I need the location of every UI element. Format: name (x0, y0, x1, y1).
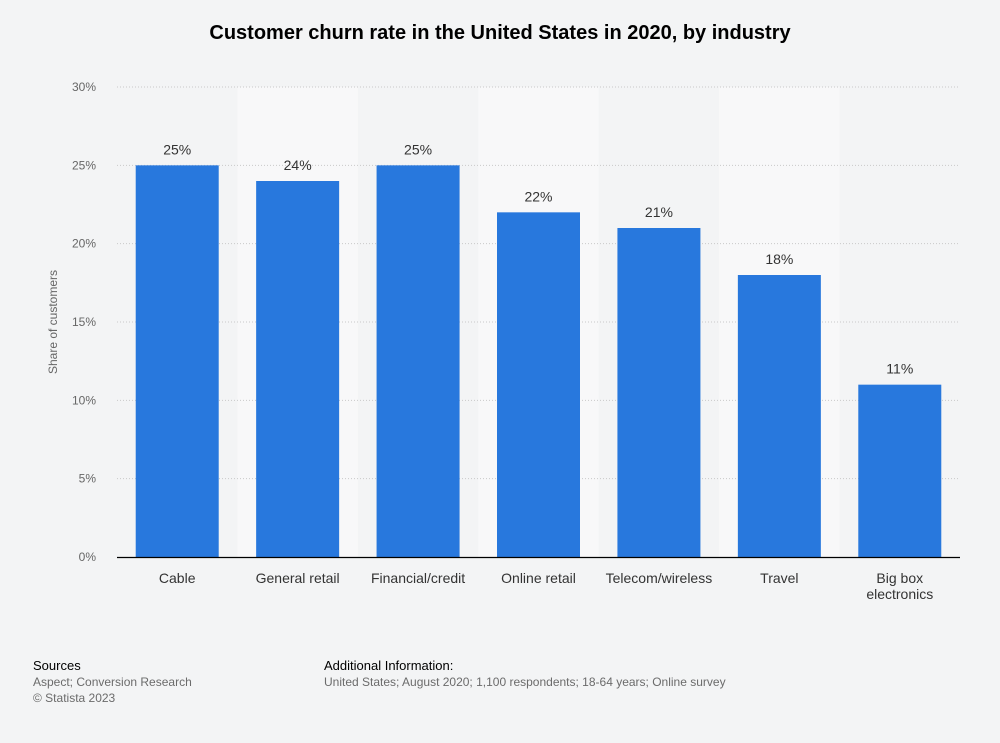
sources-text: Aspect; Conversion Research (33, 675, 192, 689)
y-tick-label: 15% (72, 315, 96, 329)
y-tick-label: 10% (72, 393, 96, 407)
y-tick-label: 20% (72, 237, 96, 251)
bar (497, 212, 580, 558)
bar (858, 384, 942, 557)
y-tick-label: 25% (72, 158, 96, 172)
data-label: 11% (886, 361, 913, 377)
y-tick-label: 0% (79, 550, 97, 564)
data-label: 18% (765, 251, 793, 267)
data-labels: 25% 24% 25% 22% 21% 18% 11% (163, 141, 913, 376)
data-label: 25% (404, 141, 432, 157)
y-axis-label: Share of customers (46, 270, 60, 374)
x-axis-ticks: Cable General retail Financial/credit Onlin… (159, 570, 933, 602)
y-axis-ticks: 0% 5% 10% 15% 20% 25% 30% (72, 80, 96, 564)
data-label: 21% (645, 204, 673, 220)
x-tick-label: Travel (760, 570, 798, 586)
additional-info-heading: Additional Information: (324, 658, 454, 673)
x-tick-label: Cable (159, 570, 196, 586)
additional-info-block: Additional Information: United States; A… (324, 658, 726, 690)
data-label: 24% (284, 157, 312, 173)
sources-block: Sources Aspect; Conversion Research © St… (33, 658, 192, 706)
data-label: 25% (163, 141, 191, 157)
bar-chart: 25% 24% 25% 22% 21% 18% 11% 0% 5% 10% 15% 20% 25% 30… (46, 80, 960, 602)
y-tick-label: 30% (72, 80, 96, 94)
x-tick-label: General retail (256, 570, 340, 586)
bars (135, 165, 942, 558)
chart-title: Customer churn rate in the United States… (209, 22, 791, 44)
bar (376, 165, 460, 558)
x-tick-label: Financial/credit (371, 570, 465, 586)
bar (135, 165, 219, 558)
x-tick-label: Big box electronics (866, 570, 933, 602)
y-tick-label: 5% (79, 472, 97, 486)
copyright-text: © Statista 2023 (33, 691, 116, 705)
x-tick-label: Telecom/wireless (606, 570, 713, 586)
bar (737, 275, 821, 557)
x-tick-label: Online retail (501, 570, 576, 586)
bar (256, 181, 340, 557)
sources-heading: Sources (33, 658, 81, 673)
bar (617, 228, 701, 557)
data-label: 22% (524, 188, 552, 204)
additional-info-text: United States; August 2020; 1,100 respon… (324, 675, 726, 689)
